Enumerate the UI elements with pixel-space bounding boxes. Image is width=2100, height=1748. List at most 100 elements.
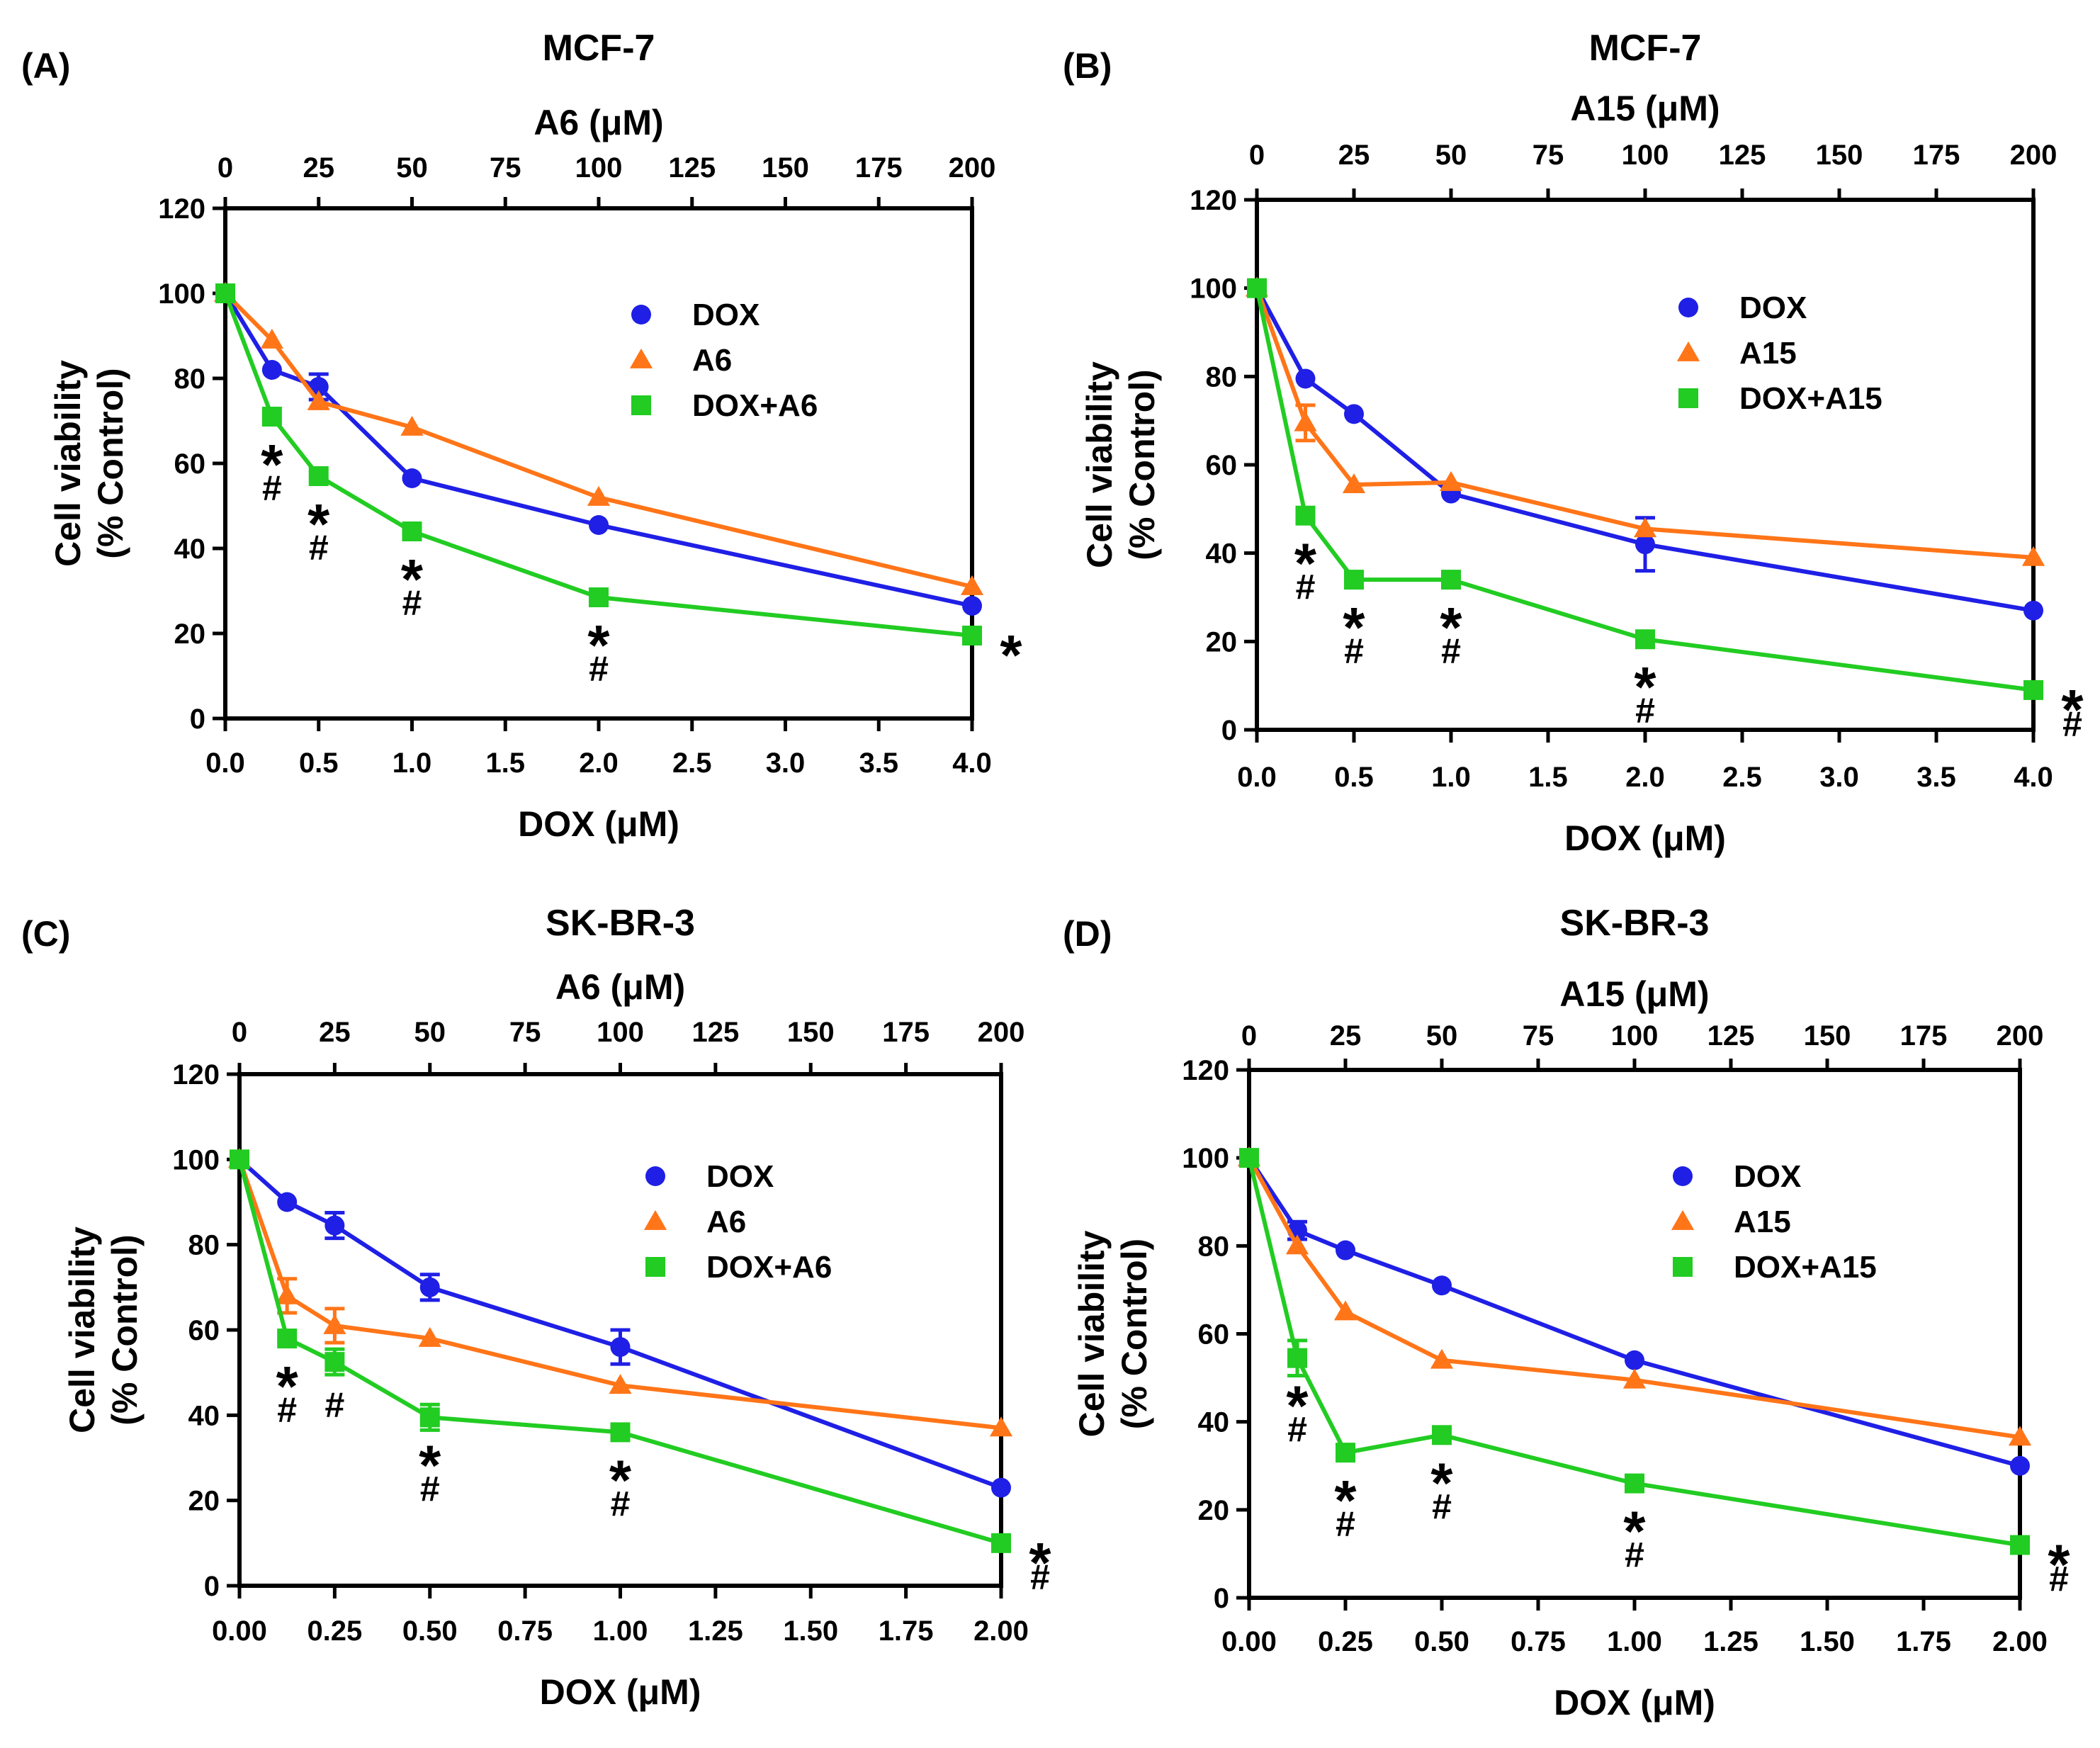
panel-b-x-tick-label: 3.0 bbox=[1819, 762, 1859, 793]
panel-a-x2-title: A6 (μM) bbox=[534, 103, 663, 142]
panel-a-significance: *# bbox=[307, 492, 330, 568]
panel-b-x2-tick-label: 0 bbox=[1249, 140, 1265, 171]
panel-c-significance: *# bbox=[609, 1448, 632, 1523]
panel-c-significance: *# bbox=[419, 1433, 441, 1509]
panel-a-series-dox-point bbox=[402, 468, 422, 488]
panel-d-x-tick-label: 0.00 bbox=[1221, 1626, 1277, 1657]
panel-a-significance-star: * bbox=[307, 492, 330, 556]
panel-a-series-dox-point bbox=[962, 596, 982, 616]
panel-d-x-tick-label: 1.00 bbox=[1607, 1626, 1662, 1657]
panel-b-significance-hash: # bbox=[1296, 568, 1316, 607]
panel-d-x2-tick-label: 0 bbox=[1241, 1020, 1257, 1051]
panel-c-legend-marker bbox=[645, 1166, 665, 1186]
panel-d-series-dox-point bbox=[1625, 1350, 1644, 1370]
panel-d-series-dox-a15-point bbox=[1625, 1473, 1644, 1494]
panel-d-series-a15-point bbox=[1333, 1300, 1357, 1321]
panel-c-significance-star: * bbox=[609, 1448, 632, 1511]
panel-b-x2-title: A15 (μM) bbox=[1570, 89, 1720, 128]
panel-a-series-a6-point bbox=[960, 575, 984, 595]
panel-b-series-dox-a15-point bbox=[2023, 680, 2043, 700]
panel-d-series-dox-point bbox=[1336, 1240, 1355, 1261]
panel-c-x2-tick-label: 0 bbox=[232, 1017, 247, 1048]
panel-b-x-tick-label: 1.0 bbox=[1431, 762, 1471, 793]
panel-c-x2-tick-label: 175 bbox=[882, 1017, 930, 1048]
panel-d-x-tick-label: 1.50 bbox=[1800, 1626, 1855, 1657]
panel-b-title: MCF-7 bbox=[1589, 28, 1702, 69]
panel-b-x-tick-label: 0.0 bbox=[1237, 762, 1277, 793]
panel-c-legend-label: DOX+A6 bbox=[706, 1250, 832, 1285]
panel-d-x2-tick-label: 75 bbox=[1523, 1020, 1554, 1051]
panel-d-x2-tick-label: 100 bbox=[1611, 1020, 1659, 1051]
panel-c-series-dox-point bbox=[419, 1277, 440, 1297]
panel-d-y-tick-label: 40 bbox=[1198, 1407, 1230, 1438]
panel-b-significance: *# bbox=[1343, 596, 1365, 671]
panel-c-significance-hash: # bbox=[420, 1469, 440, 1509]
panel-b-y-title-sub: (% Control) bbox=[1122, 369, 1162, 560]
panel-b-significance-star: * bbox=[1634, 655, 1656, 718]
panel-a-series-a6-point bbox=[587, 485, 611, 506]
panel-a-series-a6-point bbox=[400, 415, 424, 436]
panel-a-series-dox-line bbox=[223, 292, 973, 608]
panel-d-y-tick-label: 20 bbox=[1198, 1495, 1230, 1526]
panel-c-x-tick-label: 0.25 bbox=[307, 1616, 362, 1647]
panel-b-x-tick-label: 1.5 bbox=[1528, 762, 1568, 793]
panel-b-series-dox-a15-line bbox=[1255, 288, 2034, 692]
panel-d-significance-star: * bbox=[1623, 1500, 1646, 1563]
panel-b-legend-marker bbox=[1678, 298, 1698, 317]
panel-b-series-a15-line bbox=[1255, 287, 2034, 560]
panel-c-y-tick-label: 20 bbox=[188, 1486, 220, 1517]
panel-b-x-tick-label: 4.0 bbox=[2014, 762, 2053, 793]
panel-d-y-title-sub: (% Control) bbox=[1114, 1239, 1154, 1429]
panel-d-y-tick-label: 60 bbox=[1198, 1319, 1230, 1351]
panel-a-legend-marker bbox=[629, 348, 653, 368]
panel-b-x2-tick-label: 75 bbox=[1532, 140, 1564, 171]
panel-c-y-tick-label: 60 bbox=[188, 1315, 220, 1346]
panel-a-series-dox-a6-point bbox=[215, 283, 235, 303]
panel-b-series-a15-point bbox=[1294, 411, 1317, 432]
panel-b-legend-label: DOX bbox=[1739, 291, 1807, 325]
panel-d-series-dox-a15-point bbox=[1336, 1443, 1355, 1463]
panel-c-significance: *# bbox=[1029, 1531, 1051, 1597]
panel-b-series-dox-point bbox=[1295, 368, 1316, 389]
panel-a-series-dox-point bbox=[261, 360, 282, 380]
panel-c-series-a6-point bbox=[276, 1284, 299, 1304]
panel-c-significance-star: * bbox=[419, 1433, 441, 1496]
panel-a-legend-label: DOX+A6 bbox=[692, 388, 818, 423]
panel-b-series-dox-a15-point bbox=[1344, 570, 1364, 590]
panel-b-y-tick-label: 120 bbox=[1190, 185, 1237, 216]
panel-c-x2-tick-label: 75 bbox=[509, 1017, 541, 1048]
panel-d-x2-tick-label: 125 bbox=[1707, 1020, 1755, 1051]
panel-d-significance: *# bbox=[1430, 1451, 1453, 1526]
panel-b-series-a15-point bbox=[1633, 517, 1657, 538]
panel-c-y-tick-label: 100 bbox=[172, 1144, 220, 1175]
panel-d-y-tick-label: 120 bbox=[1182, 1055, 1229, 1086]
panel-d-legend-label: DOX+A15 bbox=[1734, 1250, 1877, 1285]
panel-a-significance-hash: # bbox=[262, 468, 282, 508]
panel-d-legend-marker bbox=[1673, 1166, 1693, 1186]
panel-c-series-dox-line bbox=[237, 1158, 1003, 1490]
panel-b-x2-tick-label: 200 bbox=[2010, 140, 2057, 171]
panel-d-x-tick-label: 0.25 bbox=[1318, 1626, 1373, 1657]
panel-a-legend-label: A6 bbox=[692, 343, 732, 378]
panel-d-significance-hash: # bbox=[1432, 1487, 1452, 1526]
panel-c-series-dox-point bbox=[610, 1337, 631, 1358]
panel-c-series-dox-a6-point bbox=[610, 1422, 631, 1443]
panel-b-significance-hash: # bbox=[1441, 631, 1461, 671]
panel-b-significance-hash: # bbox=[1344, 631, 1364, 671]
panel-b-x-tick-label: 2.5 bbox=[1722, 762, 1762, 793]
panel-b-x-tick-label: 0.5 bbox=[1334, 762, 1374, 793]
panel-b-x2-tick-label: 50 bbox=[1435, 140, 1467, 171]
panel-b-legend-label: DOX+A15 bbox=[1739, 381, 1882, 416]
panel-d-series-dox-a15-point bbox=[1287, 1348, 1307, 1368]
panel-c-legend-marker bbox=[645, 1257, 665, 1277]
panel-c-series-dox-a6-point bbox=[230, 1149, 249, 1170]
panel-a-significance: * bbox=[1000, 624, 1022, 687]
panel-a-x2-tick-label: 175 bbox=[855, 152, 903, 184]
panel-a-y-tick-label: 80 bbox=[174, 363, 206, 395]
panel-c-x-tick-label: 1.75 bbox=[879, 1616, 934, 1647]
panel-c-significance-hash: # bbox=[324, 1385, 344, 1425]
panel-a-x-tick-label: 3.0 bbox=[766, 748, 806, 779]
panel-a-significance-hash: # bbox=[309, 528, 329, 568]
panel-d-series-a15-line bbox=[1247, 1156, 2021, 1440]
